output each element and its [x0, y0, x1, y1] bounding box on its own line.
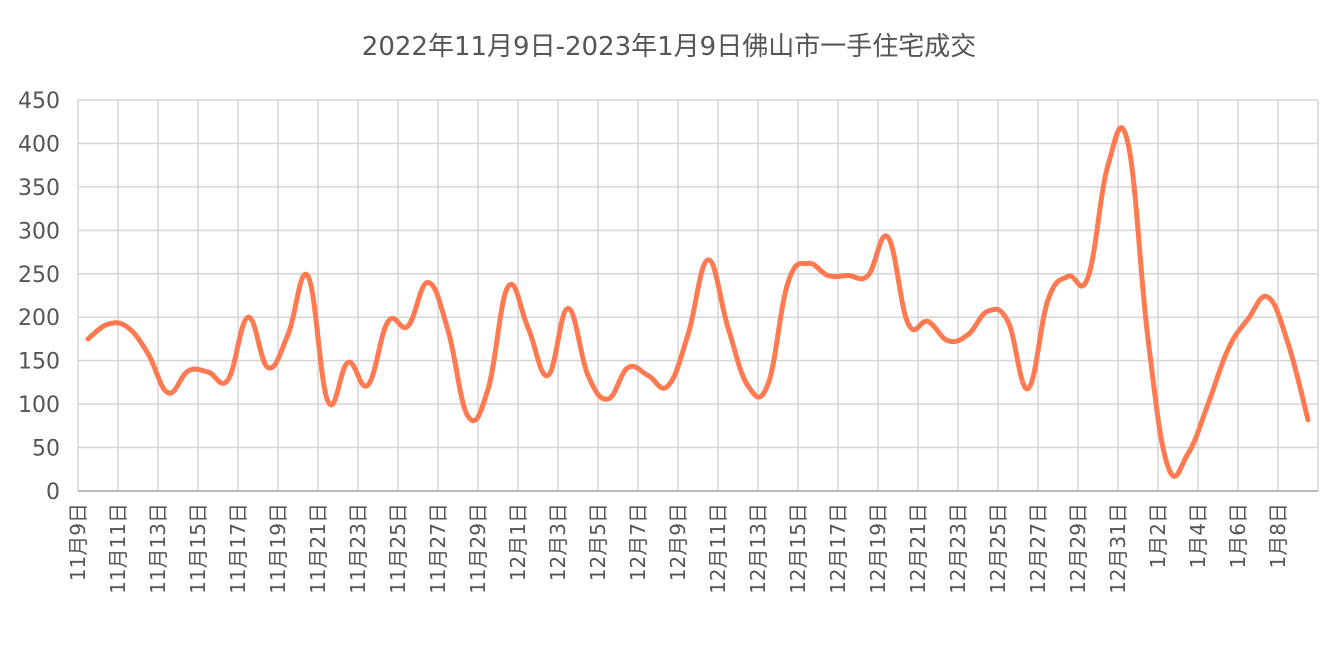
- x-tick-label: 12月7日: [626, 503, 650, 581]
- x-tick-label: 11月23日: [346, 503, 370, 594]
- series-layer: [85, 125, 1311, 479]
- x-tick-label: 11月15日: [186, 503, 210, 594]
- x-tick-label: 12月21日: [906, 503, 930, 594]
- x-tick-label: 12月17日: [826, 503, 850, 594]
- y-tick-label: 400: [18, 132, 60, 157]
- x-tick-label: 12月15日: [786, 503, 810, 594]
- y-tick-label: 100: [18, 393, 60, 418]
- x-tick-label: 11月29日: [466, 503, 490, 594]
- x-tick-label: 12月11日: [706, 503, 730, 594]
- x-tick-label: 11月21日: [306, 503, 330, 594]
- x-tick-label: 11月25日: [386, 503, 410, 594]
- y-tick-label: 50: [32, 437, 60, 462]
- x-axis: 11月9日 11月11日 11月13日 11月15日 11月17日 11月19日 11月21…: [66, 503, 1290, 594]
- chart-title: 2022年11月9日-2023年1月9日佛山市一手住宅成交: [361, 32, 977, 62]
- x-tick-label: 1月6日: [1226, 503, 1250, 568]
- x-tick-label: 11月27日: [426, 503, 450, 594]
- x-tick-label: 12月5日: [586, 503, 610, 581]
- y-tick-label: 150: [18, 350, 60, 375]
- y-tick-label: 450: [18, 89, 60, 114]
- y-tick-label: 250: [18, 263, 60, 288]
- x-tick-label: 1月4日: [1186, 503, 1210, 568]
- series-line: [85, 125, 1311, 479]
- x-tick-label: 12月1日: [506, 503, 530, 581]
- x-tick-label: 12月3日: [546, 503, 570, 581]
- x-tick-label: 12月19日: [866, 503, 890, 594]
- x-tick-label: 11月13日: [146, 503, 170, 594]
- y-tick-label: 200: [18, 306, 60, 331]
- x-tick-label: 12月13日: [746, 503, 770, 594]
- x-tick-label: 11月11日: [106, 503, 130, 594]
- y-tick-label: 300: [18, 219, 60, 244]
- x-tick-label: 1月2日: [1146, 503, 1170, 568]
- x-tick-label: 12月29日: [1066, 503, 1090, 594]
- x-tick-label: 12月23日: [946, 503, 970, 594]
- x-tick-label: 1月8日: [1266, 503, 1290, 568]
- x-tick-label: 11月19日: [266, 503, 290, 594]
- x-tick-label: 12月9日: [666, 503, 690, 581]
- x-tick-label: 12月27日: [1026, 503, 1050, 594]
- x-tick-label: 11月9日: [66, 503, 90, 581]
- y-tick-label: 0: [46, 480, 60, 505]
- x-tick-label: 12月25日: [986, 503, 1010, 594]
- x-tick-label: 12月31日: [1106, 503, 1130, 594]
- y-axis: 0 50 100 150 200 250 300 350 400 450: [18, 89, 60, 505]
- x-tick-label: 11月17日: [226, 503, 250, 594]
- y-tick-label: 350: [18, 176, 60, 201]
